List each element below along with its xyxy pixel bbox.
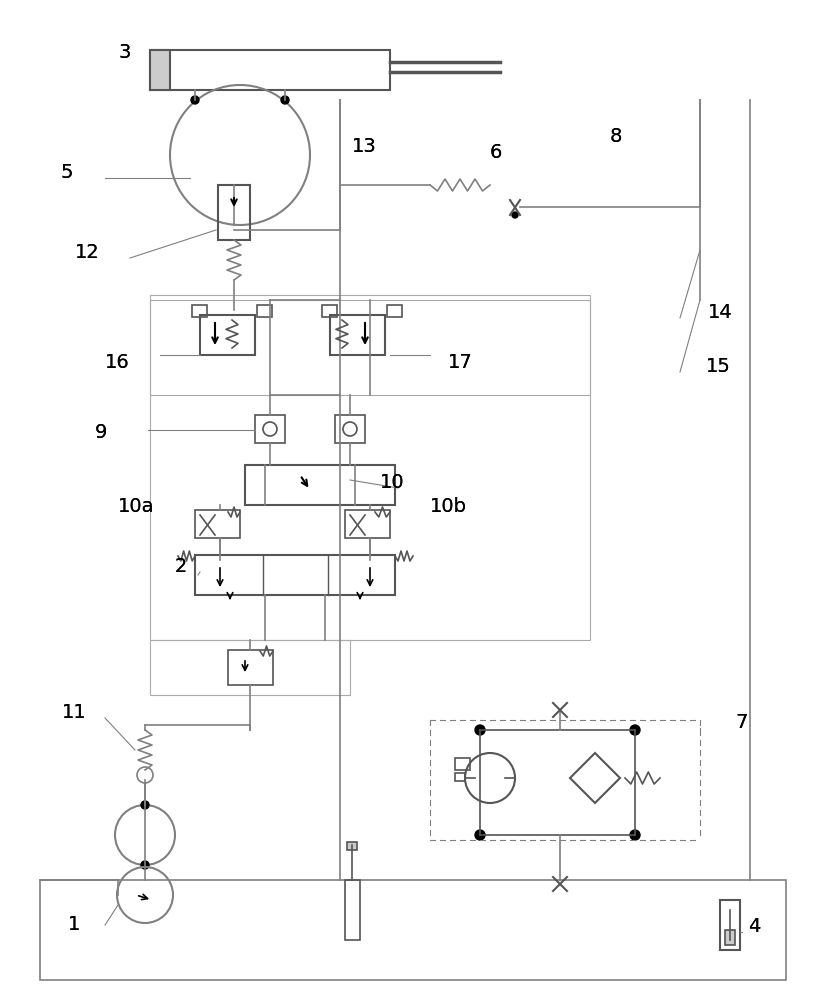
Text: 10a: 10a xyxy=(118,497,154,516)
Text: 10a: 10a xyxy=(118,497,154,516)
Text: 4: 4 xyxy=(748,917,761,936)
Text: 10: 10 xyxy=(380,473,405,492)
Circle shape xyxy=(630,830,640,840)
Bar xyxy=(150,50,170,90)
Bar xyxy=(195,510,240,538)
Text: 14: 14 xyxy=(708,303,733,322)
Text: 3: 3 xyxy=(118,43,131,62)
Text: 9: 9 xyxy=(95,423,107,442)
Text: 6: 6 xyxy=(490,143,502,162)
Text: 15: 15 xyxy=(706,357,731,376)
Bar xyxy=(245,465,395,505)
Circle shape xyxy=(475,725,485,735)
Text: 10b: 10b xyxy=(430,497,467,516)
Text: 1: 1 xyxy=(68,915,80,934)
Circle shape xyxy=(141,861,149,869)
Text: 12: 12 xyxy=(75,243,100,262)
Text: 12: 12 xyxy=(75,243,100,262)
Text: 2: 2 xyxy=(175,557,188,576)
Circle shape xyxy=(630,725,640,735)
Text: 8: 8 xyxy=(610,127,622,146)
Text: 13: 13 xyxy=(352,137,377,156)
Bar xyxy=(347,842,357,850)
Text: 14: 14 xyxy=(708,303,733,322)
Bar xyxy=(335,415,365,443)
Text: 16: 16 xyxy=(105,353,130,372)
Bar xyxy=(218,185,250,240)
Bar xyxy=(725,930,735,945)
Bar xyxy=(387,305,402,317)
Text: 16: 16 xyxy=(105,353,130,372)
Text: 17: 17 xyxy=(448,353,472,372)
Text: 10b: 10b xyxy=(430,497,467,516)
Bar xyxy=(150,295,590,395)
Text: 17: 17 xyxy=(448,353,472,372)
Bar xyxy=(192,305,207,317)
Text: 5: 5 xyxy=(60,163,73,182)
Bar xyxy=(720,900,740,950)
Text: 7: 7 xyxy=(735,713,748,732)
Text: 9: 9 xyxy=(95,423,107,442)
Text: 7: 7 xyxy=(735,713,748,732)
Text: 5: 5 xyxy=(60,163,73,182)
Text: 2: 2 xyxy=(175,557,188,576)
Bar xyxy=(257,305,272,317)
Circle shape xyxy=(512,212,518,218)
Bar xyxy=(330,315,385,355)
Text: 11: 11 xyxy=(62,703,87,722)
Text: 1: 1 xyxy=(68,915,80,934)
Bar xyxy=(40,880,786,980)
Bar xyxy=(455,773,465,781)
Text: 10: 10 xyxy=(380,473,405,492)
Bar xyxy=(150,50,390,90)
Text: 8: 8 xyxy=(610,127,622,146)
Text: 15: 15 xyxy=(706,357,731,376)
Bar xyxy=(195,555,395,595)
Bar xyxy=(345,510,390,538)
Circle shape xyxy=(191,96,199,104)
Text: 13: 13 xyxy=(352,137,377,156)
Bar xyxy=(455,758,470,770)
Bar xyxy=(228,650,273,685)
Bar xyxy=(345,880,360,940)
Bar xyxy=(322,305,337,317)
Text: 11: 11 xyxy=(62,703,87,722)
Bar xyxy=(200,315,255,355)
Bar xyxy=(255,415,285,443)
Bar xyxy=(150,300,590,640)
Circle shape xyxy=(475,830,485,840)
Text: 4: 4 xyxy=(748,917,761,936)
Circle shape xyxy=(141,801,149,809)
Bar xyxy=(150,640,350,695)
Text: 3: 3 xyxy=(118,43,131,62)
Text: 6: 6 xyxy=(490,143,502,162)
Circle shape xyxy=(281,96,289,104)
